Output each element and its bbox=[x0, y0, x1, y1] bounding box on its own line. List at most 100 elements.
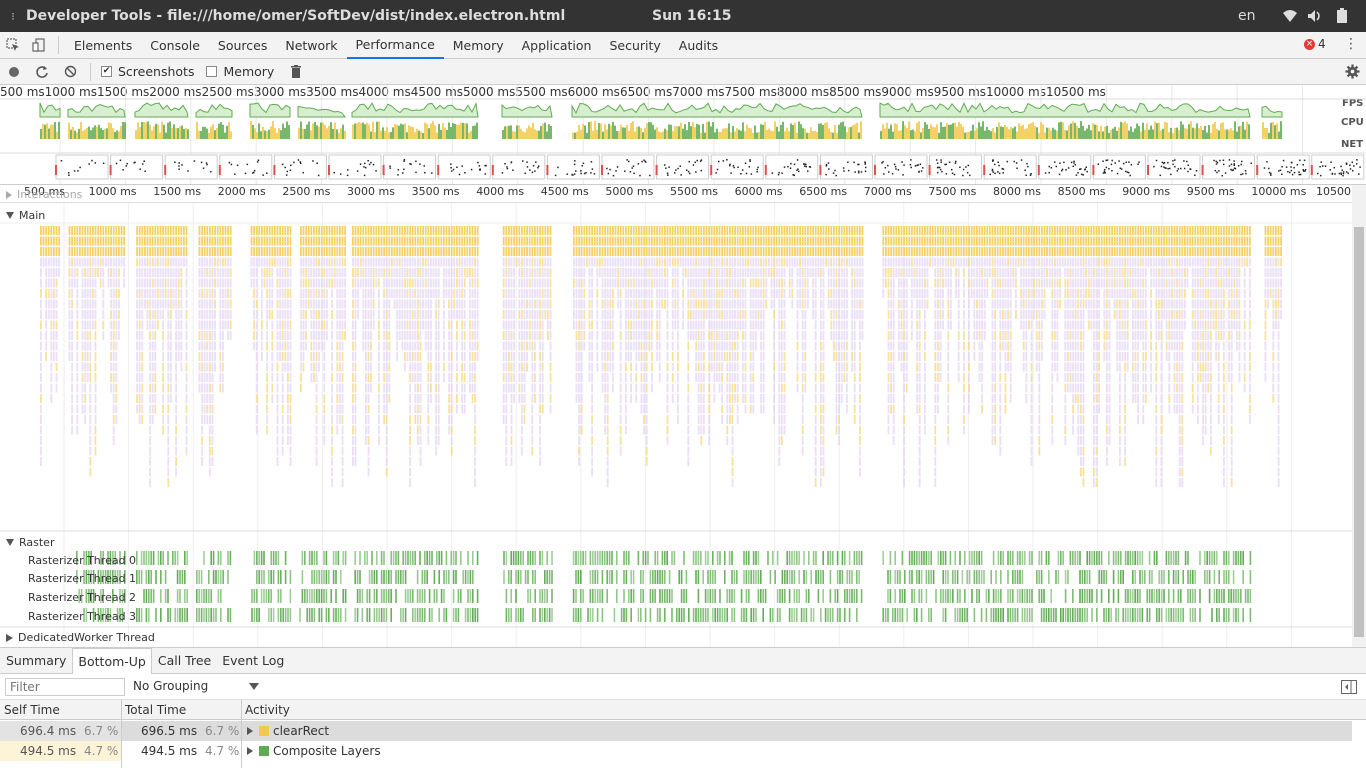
screenshot-dot bbox=[992, 159, 994, 161]
tab-memory[interactable]: Memory bbox=[452, 37, 504, 53]
flame-slice bbox=[726, 373, 729, 382]
screenshots-checkbox[interactable]: ✔ bbox=[101, 66, 112, 77]
flame-slice bbox=[463, 310, 466, 319]
flame-slice bbox=[700, 436, 703, 445]
flame-slice bbox=[796, 289, 799, 298]
error-counter[interactable]: × 4 bbox=[1304, 37, 1326, 51]
flame-slice bbox=[640, 289, 643, 298]
flame-slice bbox=[206, 310, 209, 319]
memory-toggle[interactable]: Memory bbox=[202, 64, 274, 79]
flame-slice bbox=[731, 289, 734, 298]
flame-slice bbox=[255, 425, 258, 435]
garbage-collect-icon[interactable] bbox=[282, 59, 310, 85]
flame-slice bbox=[164, 268, 167, 277]
flame-slice bbox=[718, 257, 721, 267]
flame-slice bbox=[651, 310, 653, 319]
flame-slice bbox=[89, 394, 92, 403]
flame-slice bbox=[781, 331, 783, 340]
flame-chart-canvas[interactable] bbox=[0, 185, 1352, 647]
ruler-tick-label: 6000 ms bbox=[567, 85, 620, 99]
tab-audits[interactable]: Audits bbox=[678, 37, 719, 53]
reload-record-icon[interactable] bbox=[28, 59, 56, 85]
flame-slice bbox=[471, 268, 474, 277]
flame-slice bbox=[742, 331, 744, 340]
flame-slice bbox=[398, 278, 401, 288]
cpu-graph-bar bbox=[734, 131, 736, 139]
tab-security[interactable]: Security bbox=[609, 37, 661, 53]
flame-slice bbox=[383, 362, 385, 372]
cpu-graph-bar bbox=[640, 127, 642, 139]
flame-slice bbox=[536, 331, 539, 340]
flame-slice bbox=[222, 352, 224, 361]
flame-slice bbox=[118, 289, 120, 298]
flame-slice bbox=[357, 310, 359, 319]
flame-slice bbox=[762, 320, 765, 330]
flame-slice bbox=[601, 289, 604, 298]
settings-gear-icon[interactable] bbox=[1338, 59, 1366, 85]
tab-application[interactable]: Application bbox=[521, 37, 592, 53]
language-indicator[interactable]: en bbox=[1238, 8, 1256, 24]
more-options-icon[interactable]: ⋮ bbox=[1344, 36, 1358, 52]
flame-slice bbox=[604, 331, 606, 340]
flame-slice bbox=[307, 289, 310, 298]
flame-slice bbox=[157, 226, 159, 235]
timeline-overview[interactable]: 500 ms1000 ms1500 ms2000 ms2500 ms3000 m… bbox=[0, 85, 1366, 185]
record-icon[interactable] bbox=[0, 59, 28, 85]
flame-slice bbox=[461, 373, 463, 382]
flame-slice bbox=[713, 310, 716, 319]
app-menu-icon[interactable]: ⁝ bbox=[11, 9, 15, 23]
flame-slice bbox=[40, 436, 42, 445]
device-toolbar-icon[interactable] bbox=[26, 32, 52, 58]
ruler-tick-label: 7000 ms bbox=[863, 185, 912, 198]
clear-icon[interactable] bbox=[56, 59, 84, 85]
flame-slice bbox=[580, 268, 583, 277]
tab-performance[interactable]: Performance bbox=[346, 31, 444, 59]
flame-slice bbox=[796, 247, 799, 256]
tab-network[interactable]: Network bbox=[285, 37, 338, 53]
flame-slice bbox=[742, 236, 744, 246]
screenshot-dot bbox=[590, 161, 593, 163]
flame-slice bbox=[276, 352, 279, 361]
flame-slice bbox=[645, 226, 648, 235]
screenshot-dot bbox=[858, 171, 860, 174]
flame-slice bbox=[541, 310, 544, 319]
flame-slice bbox=[596, 247, 599, 256]
flame-slice bbox=[422, 236, 424, 246]
flame-chart[interactable]: 500 ms 1000 ms 1500 ms 2000 ms 2500 ms 3000 m… bbox=[0, 185, 1366, 647]
power-icon[interactable] bbox=[1334, 8, 1350, 24]
flame-slice bbox=[742, 226, 744, 235]
flame-slice bbox=[53, 278, 55, 288]
flame-slice bbox=[541, 299, 544, 309]
flame-slice bbox=[391, 289, 393, 298]
flame-slice bbox=[456, 394, 458, 403]
flame-slice bbox=[378, 415, 380, 424]
flame-slice bbox=[281, 289, 284, 298]
wifi-icon[interactable] bbox=[1282, 8, 1298, 24]
screenshot-dot bbox=[1342, 174, 1344, 177]
clock[interactable]: Sun 16:15 bbox=[652, 8, 732, 24]
flame-slice bbox=[263, 236, 266, 246]
inspect-element-icon[interactable] bbox=[0, 32, 26, 58]
flame-slice bbox=[739, 289, 742, 298]
flame-slice bbox=[625, 289, 627, 298]
volume-icon[interactable] bbox=[1307, 8, 1323, 24]
cpu-graph-bar bbox=[1094, 124, 1096, 139]
tab-sources[interactable]: Sources bbox=[217, 37, 268, 53]
flame-slice bbox=[136, 320, 138, 330]
flame-slice bbox=[788, 257, 791, 267]
flame-slice bbox=[443, 352, 445, 361]
screenshot-dot bbox=[187, 170, 189, 172]
tab-console[interactable]: Console bbox=[150, 37, 200, 53]
flame-slice bbox=[669, 247, 671, 256]
tab-elements[interactable]: Elements bbox=[74, 37, 133, 53]
flame-slice bbox=[445, 257, 448, 267]
screenshots-toggle[interactable]: ✔ Screenshots bbox=[97, 64, 194, 79]
flame-slice bbox=[219, 341, 222, 351]
flame-slice bbox=[419, 394, 422, 403]
cpu-graph-bar bbox=[788, 131, 790, 139]
flame-slice bbox=[313, 278, 315, 288]
flame-slice bbox=[427, 404, 430, 414]
flame-slice bbox=[151, 268, 154, 277]
flame-slice bbox=[526, 299, 528, 309]
memory-checkbox[interactable] bbox=[206, 66, 218, 77]
